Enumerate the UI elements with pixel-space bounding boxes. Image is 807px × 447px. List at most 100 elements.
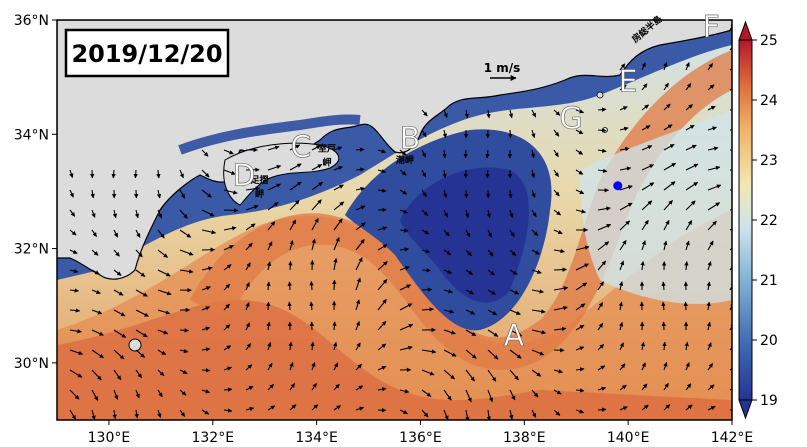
current-arrow (69, 409, 77, 420)
current-arrow (729, 43, 732, 51)
current-arrow (618, 321, 624, 331)
current-arrow (707, 261, 712, 271)
current-arrow (531, 329, 547, 335)
current-arrow (157, 309, 171, 315)
current-arrow (245, 223, 256, 231)
current-arrow (531, 209, 537, 218)
cold-eddy-core (400, 167, 529, 303)
current-arrow (113, 329, 127, 338)
current-arrow (377, 244, 388, 251)
current-arrow (311, 238, 316, 251)
current-arrow (443, 409, 449, 420)
current-arrow (531, 369, 542, 377)
colorbar: 19 20 21 22 23 24 25 (738, 20, 778, 420)
current-arrow (619, 260, 625, 271)
current-arrow (597, 206, 611, 211)
current-arrow (399, 228, 409, 233)
current-arrow (531, 249, 540, 255)
current-arrow (706, 301, 711, 311)
current-arrow (575, 282, 588, 291)
current-arrow (443, 109, 448, 118)
current-arrow (707, 105, 716, 111)
longitude-ticks: 130°E 132°E 134°E 136°E 138°E 140°E 142°E (88, 420, 753, 446)
current-arrow (685, 404, 693, 411)
current-arrow (223, 169, 236, 175)
current-arrow (133, 169, 138, 179)
current-arrow (597, 260, 607, 271)
current-arrow (333, 237, 340, 251)
lon-tick-label: 132°E (191, 430, 234, 446)
current-arrow (729, 266, 732, 271)
current-arrow (91, 309, 103, 315)
current-arrow (377, 387, 387, 392)
current-arrow (266, 281, 271, 291)
current-arrow (421, 349, 437, 354)
current-arrow (157, 409, 162, 418)
inland-sea (178, 114, 361, 155)
current-arrow (289, 240, 294, 251)
current-arrow (113, 349, 125, 360)
current-arrow (465, 309, 476, 315)
current-arrow (575, 324, 585, 331)
current-arrow (487, 289, 496, 295)
current-arrow (641, 145, 653, 151)
current-arrow (729, 281, 732, 291)
current-arrow (399, 209, 408, 214)
current-arrow (685, 62, 690, 71)
current-arrow (135, 389, 140, 399)
current-arrow (421, 369, 435, 376)
current-arrow (421, 109, 428, 117)
current-arrow (663, 404, 671, 411)
current-arrow (179, 189, 186, 199)
current-arrow (663, 103, 671, 111)
current-arrow (201, 209, 215, 217)
current-arrow (597, 407, 607, 412)
current-arrow (267, 362, 273, 371)
current-arrow (553, 229, 563, 235)
current-arrow (641, 404, 649, 411)
current-arrow (91, 229, 98, 237)
current-arrow (266, 261, 272, 271)
current-arrow (685, 104, 693, 111)
region-label: G (559, 102, 582, 137)
current-arrow (619, 220, 631, 231)
current-arrow (179, 229, 192, 238)
current-arrow (553, 248, 565, 254)
island (596, 91, 604, 99)
current-arrow (377, 188, 387, 193)
current-arrow (332, 321, 337, 331)
current-arrow (69, 349, 84, 356)
current-arrow (157, 349, 167, 356)
colorbar-tick-label: 25 (760, 33, 778, 49)
lon-tick-label: 140°E (607, 430, 650, 446)
current-arrow (443, 249, 451, 256)
current-arrow (421, 209, 429, 216)
current-arrow (597, 223, 612, 231)
current-arrow (310, 341, 315, 351)
colorbar-min-arrow (738, 399, 753, 420)
current-arrow (640, 260, 645, 271)
current-arrow (641, 182, 655, 191)
current-arrow (333, 383, 340, 391)
current-arrow (245, 302, 250, 311)
lon-tick-label: 136°E (399, 430, 442, 446)
date-label: 2019/12/20 (71, 40, 222, 68)
current-arrow (619, 239, 627, 251)
current-arrow (91, 269, 100, 275)
current-arrow (707, 342, 712, 351)
current-arrow (156, 189, 162, 199)
current-arrow (531, 109, 537, 118)
current-arrow (509, 349, 522, 359)
current-arrow (267, 241, 273, 251)
current-arrow (91, 349, 104, 359)
current-arrow (421, 189, 427, 197)
current-arrow (663, 124, 673, 131)
current-arrow (575, 346, 585, 351)
current-arrow (223, 345, 232, 351)
current-arrow (267, 145, 280, 151)
current-arrow (661, 281, 666, 291)
current-arrow (597, 107, 607, 112)
colorbar-tick-label: 21 (760, 273, 778, 289)
current-arrow (223, 324, 231, 331)
current-arrow (463, 149, 468, 159)
